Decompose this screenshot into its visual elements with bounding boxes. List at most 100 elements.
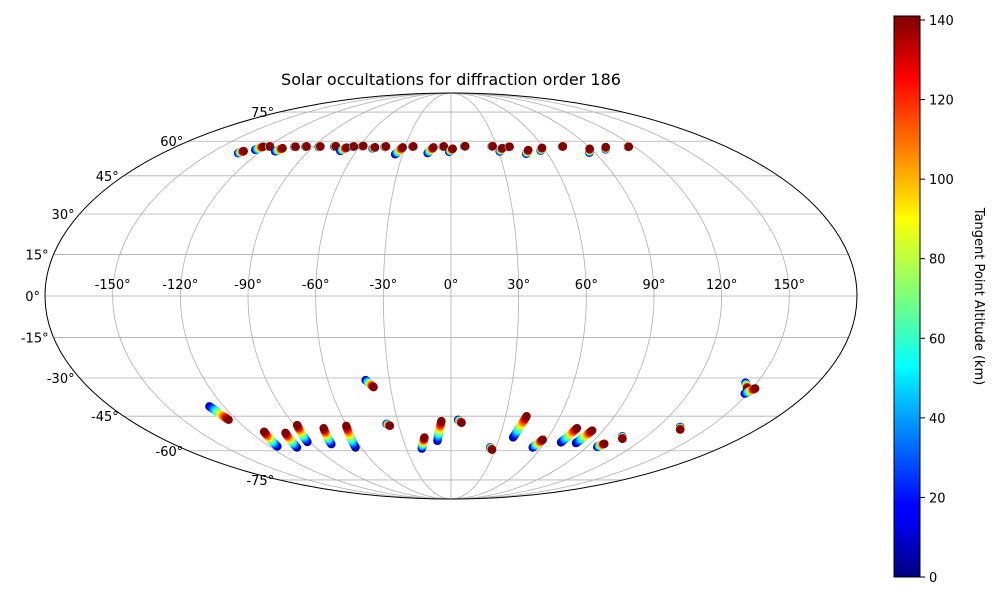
longitude-tick-label: 60° bbox=[575, 278, 598, 293]
occultation-track bbox=[536, 143, 547, 155]
colorbar: 0 20 40 60 80 100 120 140 Tangent Point Altitud… bbox=[893, 14, 986, 586]
data-point bbox=[398, 143, 407, 152]
colorbar-tick-label: 0 bbox=[929, 571, 937, 586]
data-point bbox=[319, 423, 328, 433]
occultation-track bbox=[740, 384, 760, 398]
data-point bbox=[487, 445, 497, 454]
occultation-track bbox=[264, 142, 275, 151]
occultation-track bbox=[601, 142, 610, 154]
longitude-tick-label: 150° bbox=[774, 278, 805, 293]
data-point bbox=[505, 142, 514, 151]
occultation-track bbox=[417, 433, 429, 453]
longitude-tick-label: -60° bbox=[302, 278, 330, 293]
colorbar-tick-label: 120 bbox=[929, 94, 954, 109]
occultation-track bbox=[485, 443, 497, 454]
data-point bbox=[292, 420, 302, 430]
occultation-track bbox=[348, 142, 359, 151]
longitude-tick-label: 90° bbox=[642, 278, 665, 293]
latitude-tick-label: -75° bbox=[246, 474, 274, 489]
colorbar-gradient bbox=[893, 15, 921, 578]
longitude-tick-label: -30° bbox=[369, 278, 397, 293]
occultation-track bbox=[233, 146, 248, 158]
data-point bbox=[676, 425, 685, 434]
occultation-track bbox=[250, 142, 268, 154]
data-point bbox=[488, 142, 497, 151]
occultation-track bbox=[380, 142, 391, 152]
occultation-track bbox=[504, 142, 514, 152]
latitude-tick-label: -15° bbox=[21, 332, 49, 347]
data-point bbox=[524, 145, 533, 155]
data-point bbox=[409, 142, 418, 151]
colorbar-tick-label: 40 bbox=[929, 412, 946, 427]
occultation-track bbox=[528, 435, 547, 452]
data-point bbox=[437, 416, 446, 426]
colorbar-tick-label: 20 bbox=[929, 491, 946, 506]
longitude-tick-label: 120° bbox=[706, 278, 737, 293]
data-point bbox=[439, 142, 449, 151]
data-point bbox=[316, 142, 325, 151]
graticule bbox=[45, 92, 857, 500]
latitude-tick-label: -45° bbox=[91, 410, 119, 425]
occultation-track bbox=[433, 416, 446, 446]
data-point bbox=[751, 384, 760, 393]
occultation-track bbox=[453, 415, 466, 427]
occultation-track bbox=[623, 142, 634, 152]
data-point bbox=[381, 142, 391, 151]
scatter-points bbox=[205, 141, 760, 454]
chart-title: Solar occultations for diffraction order… bbox=[281, 70, 621, 89]
data-point bbox=[429, 143, 438, 152]
colorbar-tick-label: 60 bbox=[929, 332, 946, 347]
occultation-track bbox=[259, 427, 282, 451]
data-point bbox=[291, 142, 300, 151]
occultation-track bbox=[342, 421, 360, 452]
latitude-tick-label: 30° bbox=[52, 208, 75, 223]
data-point bbox=[624, 142, 634, 151]
occultation-track bbox=[336, 143, 351, 156]
occultation-track bbox=[592, 439, 609, 452]
occultation-track bbox=[423, 143, 438, 158]
data-point bbox=[461, 142, 470, 151]
data-point bbox=[239, 146, 248, 156]
data-point bbox=[572, 423, 582, 433]
data-point bbox=[448, 144, 457, 153]
data-point bbox=[601, 142, 610, 152]
occultation-track bbox=[459, 142, 470, 151]
latitude-ticks: 75° 60° 45° 30° 15° 0° -15° -30° -45° -60° -75° bbox=[21, 106, 274, 489]
data-point bbox=[370, 143, 380, 152]
colorbar-tick-label: 100 bbox=[929, 173, 954, 188]
occultation-track bbox=[508, 411, 531, 442]
occultation-track bbox=[495, 143, 507, 156]
latitude-tick-label: -30° bbox=[47, 372, 75, 387]
data-point bbox=[302, 142, 311, 151]
occultation-track bbox=[618, 432, 627, 444]
occultation-track bbox=[270, 144, 287, 156]
data-point bbox=[359, 141, 368, 151]
data-point bbox=[369, 382, 378, 392]
latitude-tick-label: 75° bbox=[251, 106, 274, 121]
data-point bbox=[585, 144, 594, 153]
data-point bbox=[349, 142, 359, 151]
data-point bbox=[498, 143, 507, 153]
data-point bbox=[342, 421, 351, 431]
latitude-tick-label: 45° bbox=[96, 170, 119, 185]
occultation-track bbox=[382, 419, 395, 431]
colorbar-label: Tangent Point Altitude (km) bbox=[971, 207, 986, 385]
occultation-track bbox=[319, 423, 336, 449]
data-point bbox=[537, 143, 547, 152]
occultation-track bbox=[556, 423, 582, 447]
data-point bbox=[588, 426, 597, 435]
occultation-track bbox=[290, 142, 300, 152]
data-point bbox=[457, 418, 466, 427]
colorbar-tick-label: 140 bbox=[929, 14, 954, 29]
longitude-ticks: -150° -120° -90° -60° -30° 0° 30° 60° 90° 120° 150… bbox=[95, 278, 805, 293]
occultation-track bbox=[357, 141, 368, 151]
data-point bbox=[224, 415, 233, 425]
data-point bbox=[522, 411, 531, 421]
longitude-tick-label: -90° bbox=[234, 278, 262, 293]
occultation-track bbox=[314, 142, 325, 152]
occultation-track bbox=[205, 402, 233, 425]
latitude-tick-label: 60° bbox=[160, 135, 183, 150]
data-point bbox=[600, 439, 609, 448]
occultation-track bbox=[487, 142, 497, 151]
